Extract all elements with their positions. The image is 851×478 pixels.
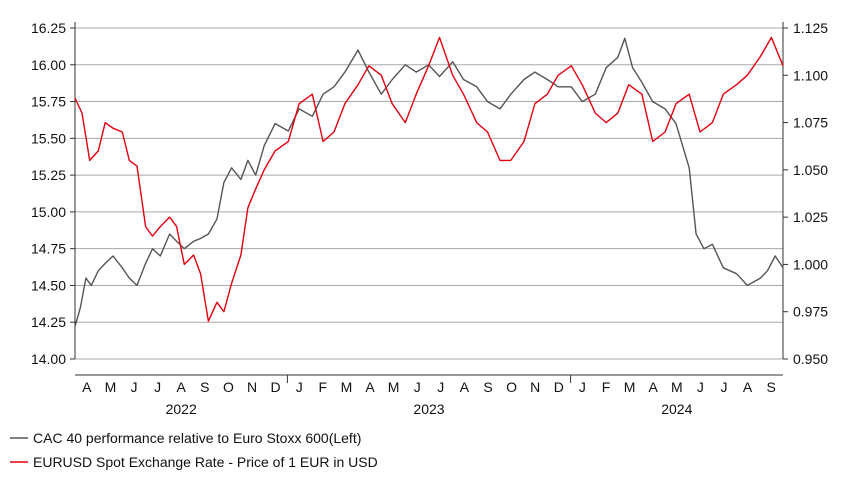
right-tick-label: 1.000	[793, 256, 828, 272]
x-tick-label: A	[365, 379, 375, 395]
right-tick-label: 1.125	[793, 20, 828, 36]
left-tick-label: 14.25	[31, 314, 66, 330]
x-tick-label: A	[177, 379, 187, 395]
x-tick-label: O	[506, 379, 517, 395]
x-tick-label: F	[602, 379, 611, 395]
series	[74, 36, 784, 327]
x-tick-label: M	[388, 379, 400, 395]
right-tick-label: 1.100	[793, 67, 828, 83]
x-tick-label: A	[82, 379, 92, 395]
right-tick-label: 1.075	[793, 115, 828, 131]
x-tick-label: D	[554, 379, 564, 395]
left-tick-label: 14.50	[31, 277, 66, 293]
right-tick-label: 0.975	[793, 304, 828, 320]
left-tick-label: 15.50	[31, 130, 66, 146]
left-tick-label: 15.25	[31, 167, 66, 183]
x-tick-label: J	[131, 379, 138, 395]
x-tick-label: M	[341, 379, 353, 395]
left-tick-label: 14.75	[31, 241, 66, 257]
x-tick-label: A	[743, 379, 753, 395]
x-tick-label: J	[579, 379, 586, 395]
x-tick-label: J	[154, 379, 161, 395]
x-tick-label: S	[767, 379, 776, 395]
right-tick-label: 0.950	[793, 351, 828, 367]
right-tick-label: 1.050	[793, 162, 828, 178]
x-tick-label: J	[296, 379, 303, 395]
x-tick-label: F	[319, 379, 328, 395]
x-tick-label: N	[247, 379, 257, 395]
x-tick-label: O	[223, 379, 234, 395]
x-tick-label: N	[530, 379, 540, 395]
x-tick-label: A	[460, 379, 470, 395]
legend: CAC 40 performance relative to Euro Stox…	[10, 430, 378, 470]
legend-label: EURUSD Spot Exchange Rate - Price of 1 E…	[33, 454, 378, 470]
left-tick-label: 15.00	[31, 204, 66, 220]
x-tick-label: J	[414, 379, 421, 395]
left-tick-label: 16.25	[31, 20, 66, 36]
x-tick-label: M	[105, 379, 117, 395]
right-y-axis: 0.950 0.975 1.000 1.025 1.050 1.075 1.100 1.125	[783, 20, 828, 367]
x-tick-label: J	[721, 379, 728, 395]
x-tick-label: M	[624, 379, 636, 395]
left-tick-label: 14.00	[31, 351, 66, 367]
left-tick-label: 15.75	[31, 94, 66, 110]
series-eurusd-line	[74, 36, 784, 322]
axes	[74, 22, 784, 376]
legend-label: CAC 40 performance relative to Euro Stox…	[33, 430, 361, 446]
right-tick-label: 1.025	[793, 209, 828, 225]
left-tick-label: 16.00	[31, 57, 66, 73]
x-tick-label: S	[200, 379, 209, 395]
x-year-label: 2024	[661, 401, 692, 417]
x-year-label: 2023	[413, 401, 444, 417]
x-year-label: 2022	[166, 401, 197, 417]
x-tick-label: A	[649, 379, 659, 395]
x-tick-label: J	[437, 379, 444, 395]
x-tick-label: D	[271, 379, 281, 395]
x-tick-label: M	[671, 379, 683, 395]
grid	[75, 27, 783, 360]
x-tick-label: S	[483, 379, 492, 395]
left-y-axis: 14.00 14.25 14.50 14.75 15.00 15.25 15.50 15.75…	[31, 20, 75, 367]
x-tick-label: J	[697, 379, 704, 395]
series-cac40-relative-line	[74, 37, 784, 327]
